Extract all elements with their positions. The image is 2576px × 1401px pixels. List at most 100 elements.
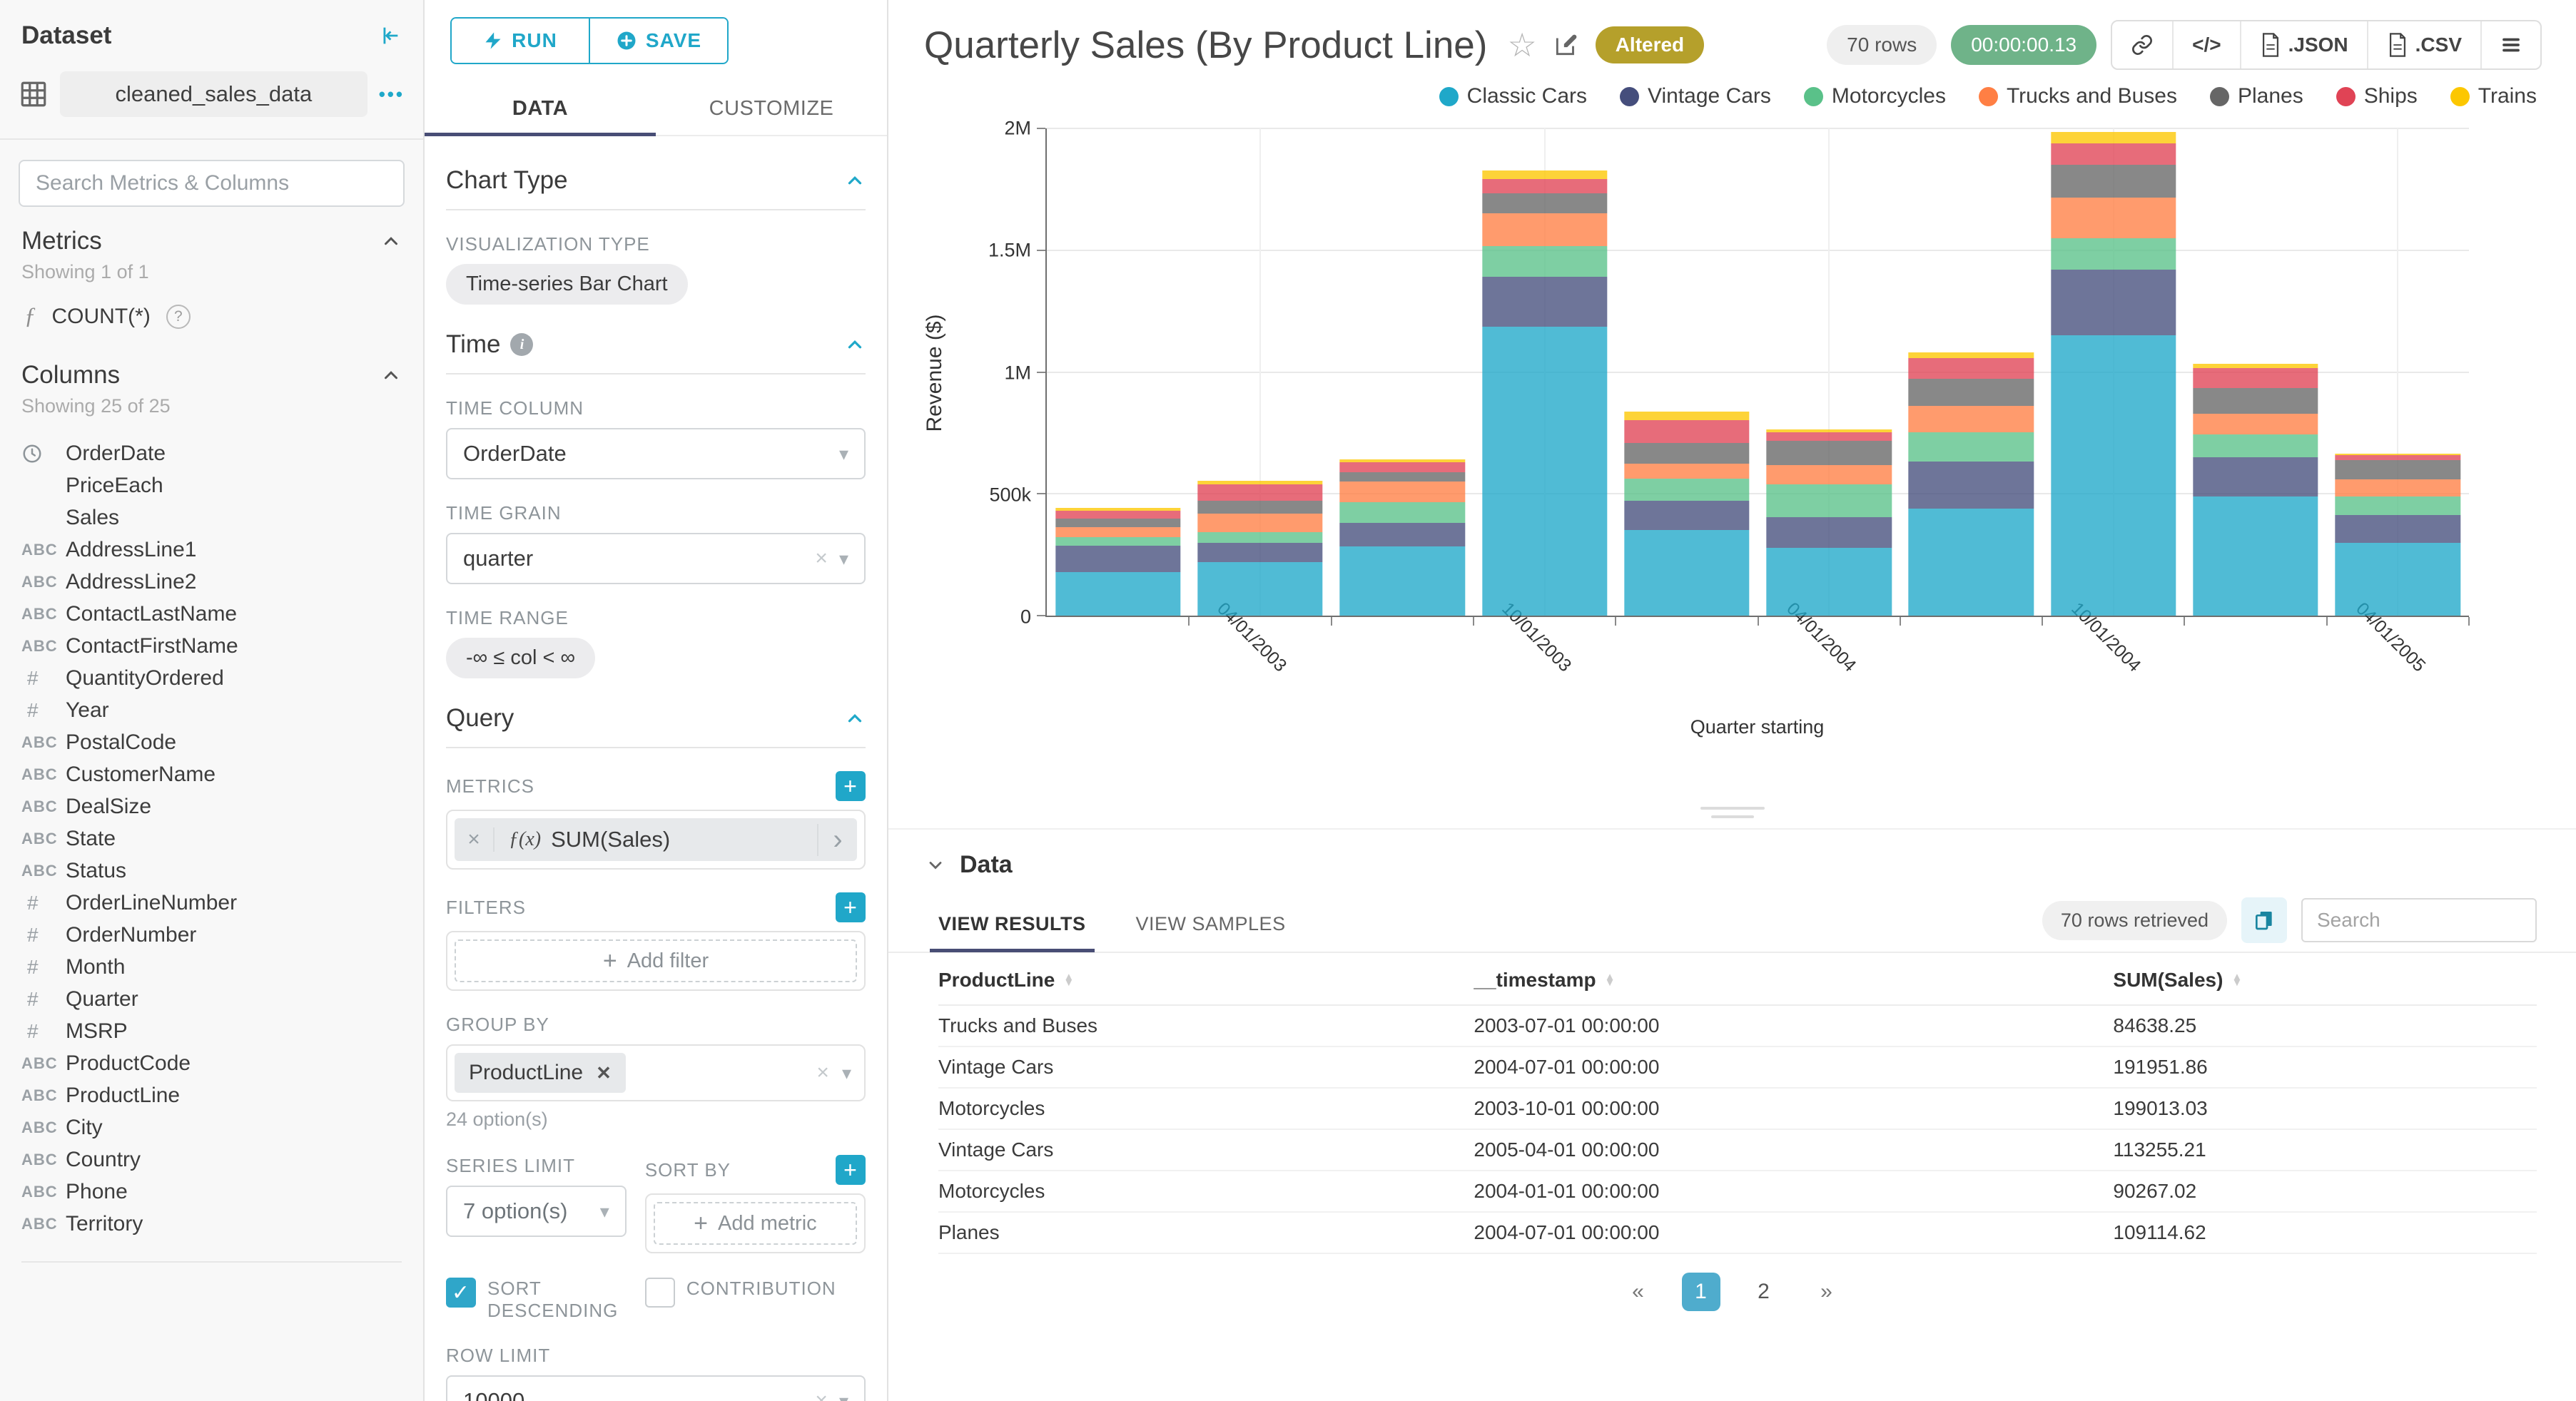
pagination-page-2[interactable]: 2 bbox=[1758, 1280, 1770, 1303]
column-item[interactable]: ABC ContactLastName bbox=[0, 598, 423, 630]
search-metrics-input[interactable] bbox=[19, 160, 405, 207]
column-item[interactable]: ABC AddressLine2 bbox=[0, 566, 423, 598]
bar-stack[interactable] bbox=[2193, 128, 2318, 616]
column-item[interactable]: ABC CustomerName bbox=[0, 758, 423, 790]
bar-stack[interactable] bbox=[1197, 128, 1323, 616]
save-button[interactable]: SAVE bbox=[590, 19, 727, 63]
column-item[interactable]: ABC Territory bbox=[0, 1208, 423, 1240]
chevron-up-icon[interactable] bbox=[844, 170, 866, 191]
column-item[interactable]: # QuantityOrdered bbox=[0, 662, 423, 694]
table-row[interactable]: Planes 2004-07-01 00:00:00 109114.62 bbox=[938, 1213, 2537, 1254]
dataset-name[interactable]: cleaned_sales_data bbox=[60, 71, 367, 117]
column-item[interactable]: ABC PostalCode bbox=[0, 726, 423, 758]
clear-icon[interactable]: × bbox=[815, 1389, 828, 1401]
pagination-page-1[interactable]: 1 bbox=[1681, 1273, 1720, 1311]
pagination-next[interactable]: » bbox=[1820, 1280, 1832, 1303]
table-row[interactable]: Motorcycles 2003-10-01 00:00:00 199013.03 bbox=[938, 1089, 2537, 1130]
legend-item[interactable]: Classic Cars bbox=[1439, 84, 1587, 108]
legend-item[interactable]: Trains bbox=[2450, 84, 2537, 108]
bar-stack[interactable] bbox=[2051, 128, 2176, 616]
copy-link-button[interactable] bbox=[2112, 21, 2174, 68]
group-by-chip[interactable]: ProductLine ✕ bbox=[455, 1053, 626, 1093]
time-column-select[interactable]: OrderDate ▾ bbox=[446, 428, 866, 479]
bar-stack[interactable] bbox=[1481, 128, 1608, 616]
bar-stack[interactable] bbox=[1766, 128, 1892, 616]
clear-icon[interactable]: × bbox=[816, 1061, 829, 1084]
column-item[interactable]: ABC ContactFirstName bbox=[0, 630, 423, 662]
column-item[interactable]: # OrderLineNumber bbox=[0, 887, 423, 919]
column-item[interactable]: # OrderNumber bbox=[0, 919, 423, 951]
table-row[interactable]: Vintage Cars 2004-07-01 00:00:00 191951.86 bbox=[938, 1047, 2537, 1089]
viz-type-value[interactable]: Time-series Bar Chart bbox=[446, 264, 688, 305]
column-item[interactable]: ABC Status bbox=[0, 855, 423, 887]
copy-data-button[interactable] bbox=[2241, 897, 2287, 943]
edit-properties-icon[interactable] bbox=[1553, 31, 1580, 58]
table-search-input[interactable] bbox=[2301, 898, 2537, 942]
column-item[interactable]: ABC Phone bbox=[0, 1176, 423, 1208]
column-item[interactable]: ABC City bbox=[0, 1111, 423, 1143]
column-item[interactable]: # Year bbox=[0, 694, 423, 726]
legend-item[interactable]: Motorcycles bbox=[1803, 84, 1946, 108]
column-item[interactable]: ABC ProductCode bbox=[0, 1047, 423, 1079]
column-item[interactable]: ABC Country bbox=[0, 1143, 423, 1176]
clear-icon[interactable]: × bbox=[815, 546, 828, 570]
tab-view-samples[interactable]: VIEW SAMPLES bbox=[1135, 912, 1286, 934]
table-row[interactable]: Vintage Cars 2005-04-01 00:00:00 113255.21 bbox=[938, 1130, 2537, 1171]
add-filter-dropzone[interactable]: + Add filter bbox=[455, 939, 857, 982]
chevron-down-icon[interactable] bbox=[926, 855, 945, 875]
table-row[interactable]: Trucks and Buses 2003-07-01 00:00:00 84638… bbox=[938, 1006, 2537, 1047]
remove-icon[interactable]: × bbox=[455, 827, 495, 852]
column-item[interactable]: ABC AddressLine1 bbox=[0, 534, 423, 566]
group-by-control[interactable]: ProductLine ✕ × ▾ bbox=[446, 1044, 866, 1101]
legend-item[interactable]: Trucks and Buses bbox=[1978, 84, 2177, 108]
column-item[interactable]: # MSRP bbox=[0, 1015, 423, 1047]
table-row[interactable]: Motorcycles 2004-01-01 00:00:00 90267.02 bbox=[938, 1171, 2537, 1213]
column-item[interactable]: # Quarter bbox=[0, 983, 423, 1015]
row-limit-select[interactable]: 10000 × ▾ bbox=[446, 1375, 866, 1401]
legend-item[interactable]: Vintage Cars bbox=[1620, 84, 1771, 108]
pagination-prev[interactable]: « bbox=[1632, 1280, 1644, 1303]
column-header[interactable]: __timestamp ▲ ▼ bbox=[1474, 969, 1616, 991]
add-sort-metric-button[interactable]: + bbox=[836, 1155, 866, 1185]
collapse-panel-icon[interactable] bbox=[377, 24, 402, 48]
chevron-right-icon[interactable]: › bbox=[817, 823, 857, 856]
bar-stack[interactable] bbox=[2335, 128, 2461, 616]
chevron-up-icon[interactable] bbox=[844, 334, 866, 355]
add-metric-button[interactable]: + bbox=[836, 771, 866, 801]
tab-customize[interactable]: CUSTOMIZE bbox=[709, 97, 834, 120]
menu-icon[interactable] bbox=[2482, 21, 2540, 68]
column-header[interactable]: SUM(Sales) ▲ ▼ bbox=[2113, 969, 2243, 991]
dataset-options-button[interactable]: ••• bbox=[378, 83, 405, 105]
time-range-value[interactable]: -∞ ≤ col < ∞ bbox=[446, 638, 596, 678]
series-limit-select[interactable]: 7 option(s) ▾ bbox=[446, 1186, 627, 1237]
contribution-checkbox[interactable]: CONTRIBUTION bbox=[644, 1278, 866, 1322]
bar-stack[interactable] bbox=[1624, 128, 1750, 616]
chevron-up-icon[interactable] bbox=[380, 230, 402, 252]
column-item[interactable]: ABC DealSize bbox=[0, 790, 423, 822]
bar-stack[interactable] bbox=[1339, 128, 1465, 616]
tab-view-results[interactable]: VIEW RESULTS bbox=[930, 899, 1095, 952]
panel-resize-handle[interactable] bbox=[1700, 807, 1765, 818]
column-item[interactable]: PriceEach bbox=[0, 469, 423, 501]
metric-chip[interactable]: × ƒ(x) SUM(Sales) › bbox=[455, 818, 857, 861]
time-grain-select[interactable]: quarter × ▾ bbox=[446, 533, 866, 584]
embed-code-button[interactable]: </> bbox=[2174, 21, 2241, 68]
run-button[interactable]: RUN bbox=[452, 19, 590, 63]
export-csv-button[interactable]: .CSV bbox=[2368, 21, 2482, 68]
tab-data[interactable]: DATA bbox=[425, 84, 656, 136]
favorite-star-icon[interactable]: ☆ bbox=[1507, 26, 1537, 63]
column-item[interactable]: ABC State bbox=[0, 822, 423, 855]
column-header[interactable]: ProductLine ▲ ▼ bbox=[938, 969, 1075, 991]
bar-stack[interactable] bbox=[1055, 128, 1181, 616]
remove-icon[interactable]: ✕ bbox=[596, 1061, 612, 1084]
column-item[interactable]: # Month bbox=[0, 951, 423, 983]
legend-item[interactable]: Planes bbox=[2209, 84, 2303, 108]
export-json-button[interactable]: .JSON bbox=[2241, 21, 2368, 68]
metric-item[interactable]: ƒ COUNT(*) ? bbox=[24, 303, 402, 330]
add-sort-metric-dropzone[interactable]: + Add metric bbox=[653, 1202, 857, 1245]
add-filter-button[interactable]: + bbox=[836, 892, 866, 922]
legend-item[interactable]: Ships bbox=[2336, 84, 2418, 108]
column-item[interactable]: ABC ProductLine bbox=[0, 1079, 423, 1111]
sort-descending-checkbox[interactable]: ✓ SORT DESCENDING bbox=[446, 1278, 627, 1322]
chevron-up-icon[interactable] bbox=[380, 365, 402, 386]
